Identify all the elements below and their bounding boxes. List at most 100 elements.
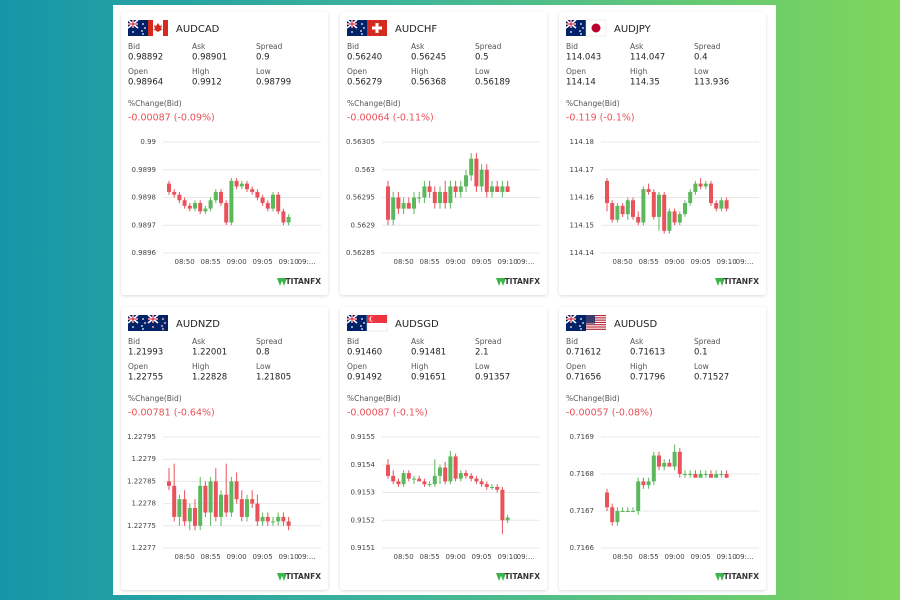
field-value: 0.91651 <box>411 373 446 383</box>
x-tick-label: 08:50 <box>613 553 633 561</box>
candle-body <box>203 208 208 212</box>
candle-body <box>724 474 729 478</box>
candle-body <box>703 183 708 187</box>
x-tick-label: 09:10 <box>717 553 737 561</box>
x-tick-label: 08:55 <box>201 258 221 266</box>
flag-star <box>570 31 572 33</box>
card: AUDCHF Bid 0.56240 Ask 0.56245 Spread 0.5 Open 0… <box>340 12 547 295</box>
flag-part <box>367 315 387 323</box>
candle-body <box>208 200 213 209</box>
candle-body <box>250 189 255 192</box>
flag-part <box>566 318 576 320</box>
candle-body <box>172 191 177 195</box>
candle-body <box>276 194 281 212</box>
candle-body <box>709 474 713 478</box>
candle-body <box>412 478 416 480</box>
candle-body <box>651 455 656 482</box>
candle-body <box>198 485 203 526</box>
field-value: 0.98964 <box>128 78 163 88</box>
candle-body <box>234 180 239 187</box>
y-tick-label: 0.9898 <box>132 194 157 202</box>
flag-star <box>163 321 167 325</box>
field-value: 0.56189 <box>475 78 510 88</box>
field-value: 114.047 <box>630 53 665 63</box>
field-value: 0.71612 <box>566 348 601 358</box>
y-tick-label: 0.9899 <box>132 166 157 174</box>
candle-body <box>620 205 625 215</box>
y-tick-label: 0.9897 <box>132 221 157 229</box>
candle-body <box>464 473 468 476</box>
candle-body <box>401 473 406 485</box>
candle-body <box>646 189 651 192</box>
field-label: High <box>192 362 209 371</box>
flag-star <box>363 322 365 324</box>
flag-part <box>586 317 606 319</box>
candle-body <box>724 200 729 209</box>
field-value: 0.56240 <box>347 53 382 63</box>
flag-star <box>142 33 144 35</box>
candle-body <box>234 481 239 500</box>
candle-body <box>239 183 244 187</box>
candle-body <box>641 189 646 223</box>
field-label: Low <box>256 67 271 76</box>
y-tick-label: 0.9151 <box>351 544 376 552</box>
candle-body <box>386 186 390 220</box>
candle-body <box>250 499 255 504</box>
field-value: 0.9 <box>256 53 270 63</box>
pair-name: AUDUSD <box>614 319 658 330</box>
candle-body <box>448 186 453 204</box>
candle-body <box>458 473 463 479</box>
x-tick-label: 09:05 <box>472 258 492 266</box>
flag-star <box>361 318 363 320</box>
x-tick-label: 09:00 <box>665 258 685 266</box>
pair-name: AUDCHF <box>395 24 437 35</box>
candle-body <box>229 180 234 223</box>
candle-body <box>182 200 187 206</box>
change-value: -0.00781 (-0.64%) <box>128 408 215 419</box>
field-label: Ask <box>192 337 206 346</box>
field-label: High <box>192 67 209 76</box>
x-tick-label: 08:50 <box>175 553 195 561</box>
field-label: Spread <box>694 337 721 346</box>
candle-body <box>495 486 500 490</box>
x-tick-label: 08:50 <box>613 258 633 266</box>
field-label: Open <box>347 67 367 76</box>
y-tick-label: 1.22775 <box>127 522 156 530</box>
candle-body <box>479 169 484 187</box>
field-value: 1.22828 <box>192 373 227 383</box>
y-tick-label: 0.9896 <box>132 249 157 257</box>
candle-body <box>286 216 291 223</box>
logo-text: TITANFX <box>505 572 541 581</box>
field-label: Ask <box>411 42 425 51</box>
candle-body <box>693 183 698 192</box>
flag-star <box>579 30 581 32</box>
y-tick-label: 0.7166 <box>570 544 595 552</box>
field-value: 0.91460 <box>347 348 382 358</box>
flag-star <box>160 324 164 328</box>
candle-body <box>422 186 427 198</box>
field-value: 114.35 <box>630 78 660 88</box>
flag-star <box>361 33 363 35</box>
candle-body <box>719 474 724 475</box>
candle-body <box>203 485 208 513</box>
flag-part <box>586 324 606 326</box>
logo-icon <box>715 278 725 286</box>
flag-part <box>128 318 138 320</box>
candle-body <box>469 158 474 176</box>
field-label: Spread <box>694 42 721 51</box>
candle-body <box>386 464 390 476</box>
candle-body <box>443 191 448 204</box>
field-label: Low <box>694 67 709 76</box>
x-tick-label: 09:00 <box>227 553 247 561</box>
candle-body <box>646 481 651 486</box>
candle-body <box>224 203 229 223</box>
logo-text: TITANFX <box>724 277 760 286</box>
flag-part <box>128 23 138 25</box>
candle-body <box>677 451 682 474</box>
candle-body <box>693 474 698 478</box>
field-value: 0.8 <box>256 348 270 358</box>
flag-part <box>347 23 357 25</box>
candle-body <box>714 474 719 478</box>
candle-body <box>672 451 677 467</box>
candle-body <box>167 481 171 486</box>
